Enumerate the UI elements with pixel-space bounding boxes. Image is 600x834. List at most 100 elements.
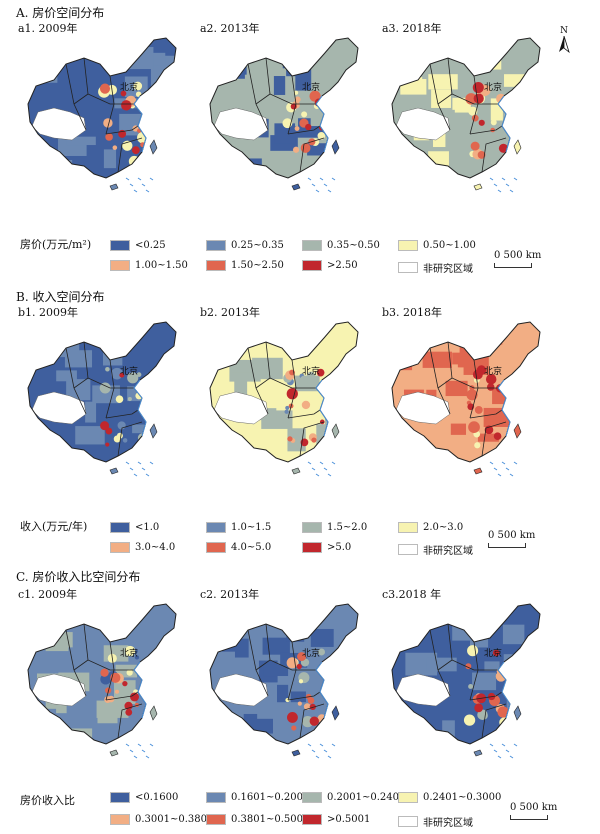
sea-boundary-dash xyxy=(319,461,324,465)
section-c-title: C. 房价收入比空间分布 xyxy=(16,570,141,584)
legend-label: 0.1601~0.2000 xyxy=(231,792,310,803)
sea-boundary-dash xyxy=(133,189,138,193)
map-region-patch xyxy=(230,59,245,79)
map-region-patch xyxy=(331,440,358,455)
china-map-a1: 北京 xyxy=(27,37,177,193)
legend-swatch xyxy=(206,522,226,533)
beijing-label: 北京 xyxy=(120,81,138,93)
map-region-base xyxy=(210,38,358,178)
legend-item: 0.2001~0.2400 xyxy=(302,792,405,803)
map-region-spot xyxy=(115,395,124,403)
map-region-patch xyxy=(445,380,468,397)
province-boundary xyxy=(469,75,479,135)
legend-label: 非研究区域 xyxy=(423,546,473,557)
sea-boundary-dash xyxy=(323,749,328,753)
section-a-title: A. 房价空间分布 xyxy=(16,6,105,20)
province-boundary xyxy=(437,659,453,671)
map-region-patch xyxy=(128,47,154,70)
map-region-patch xyxy=(263,664,289,677)
sea-boundary-dash xyxy=(509,755,514,759)
sea-boundary-dash xyxy=(133,473,138,477)
legend-label: 0.2401~0.3000 xyxy=(423,792,502,803)
map-region-spot xyxy=(297,652,307,662)
legend-item: 0.1601~0.2000 xyxy=(206,792,309,803)
map-region-spot xyxy=(493,432,502,441)
map-panel-c2: c2. 2013年 北京 xyxy=(196,588,374,766)
map-region-patch xyxy=(111,333,126,351)
sea-boundary-dash xyxy=(505,749,510,753)
sea-boundary-dash xyxy=(315,189,320,193)
map-region-patch xyxy=(481,328,503,345)
legend-item: 0.3001~0.3800 xyxy=(110,814,213,825)
legend-item: >0.5001 xyxy=(302,814,370,825)
province-boundary xyxy=(481,421,507,457)
sea-boundary-dash xyxy=(145,189,150,193)
map-region-patch xyxy=(234,638,249,658)
map-region-patch xyxy=(334,680,357,690)
map-region-patch xyxy=(316,424,342,446)
legend-item: 0.25~0.35 xyxy=(206,240,284,251)
legend-label: 0.2001~0.2400 xyxy=(327,792,406,803)
non-study-region xyxy=(31,673,87,707)
non-study-region xyxy=(395,673,451,707)
map-panel-a2: a2. 2013年 北京 xyxy=(196,22,374,200)
legend-swatch xyxy=(398,240,418,251)
beijing-label: 北京 xyxy=(302,81,320,93)
map-region-spot xyxy=(286,388,298,400)
island xyxy=(513,423,522,439)
panel-c2-title: c2. 2013年 xyxy=(200,588,260,601)
map-region-patch xyxy=(472,672,497,691)
island xyxy=(149,423,158,439)
province-boundary xyxy=(265,57,316,105)
map-region-spot xyxy=(125,708,133,716)
map-region-spot xyxy=(470,141,480,151)
map-region-spot xyxy=(99,83,111,94)
map-region-spot xyxy=(285,405,290,410)
legend-item: 1.00~1.50 xyxy=(110,260,188,271)
legend-label: 3.0~4.0 xyxy=(135,542,176,553)
beijing-label: 北京 xyxy=(484,365,502,377)
sea-boundary-dash xyxy=(505,183,510,187)
non-study-region xyxy=(395,391,451,425)
coastline xyxy=(497,661,511,719)
legend-item: <0.1600 xyxy=(110,792,178,803)
map-region-patch xyxy=(460,620,472,632)
legend-swatch xyxy=(206,542,226,553)
map-region-spot xyxy=(317,131,326,140)
map-region-spot xyxy=(100,421,110,431)
beijing-label: 北京 xyxy=(484,81,502,93)
legend-swatch xyxy=(206,240,226,251)
sea-boundary-dash xyxy=(125,461,130,465)
sea-boundary-dash xyxy=(331,177,336,181)
map-region-spot xyxy=(293,90,299,95)
map-region-spot xyxy=(297,701,302,706)
province-boundary xyxy=(287,641,297,701)
beijing-label: 北京 xyxy=(120,365,138,377)
province-boundary xyxy=(469,641,479,701)
sea-boundary-dash xyxy=(505,467,510,471)
legend-label: >0.5001 xyxy=(327,814,371,825)
china-map-a2: 北京 xyxy=(209,37,359,193)
legend-label: 2.0~3.0 xyxy=(423,522,464,533)
legend-item: 2.0~3.0 xyxy=(398,522,463,533)
coastline xyxy=(133,379,147,437)
map-panel-b2: b2. 2013年 北京 xyxy=(196,306,374,484)
sea-boundary-dash xyxy=(513,743,518,747)
sea-boundary-dash xyxy=(497,189,502,193)
map-region-patch xyxy=(45,59,58,83)
legend-swatch xyxy=(398,816,418,827)
island xyxy=(473,467,483,475)
coastline xyxy=(497,95,511,153)
map-region-spot xyxy=(472,369,483,380)
map-region-spot xyxy=(463,714,476,726)
province-boundary xyxy=(287,125,321,135)
sea-boundary-dash xyxy=(311,749,316,753)
map-region-spot xyxy=(497,706,509,718)
scalebar-b: 0 500 km xyxy=(488,530,535,548)
sea-boundary-dash xyxy=(137,177,142,181)
sea-boundary-dash xyxy=(501,177,506,181)
province-boundary xyxy=(83,623,134,671)
map-region-patch xyxy=(328,430,354,450)
map-region-spot xyxy=(492,649,500,657)
island xyxy=(291,749,301,757)
